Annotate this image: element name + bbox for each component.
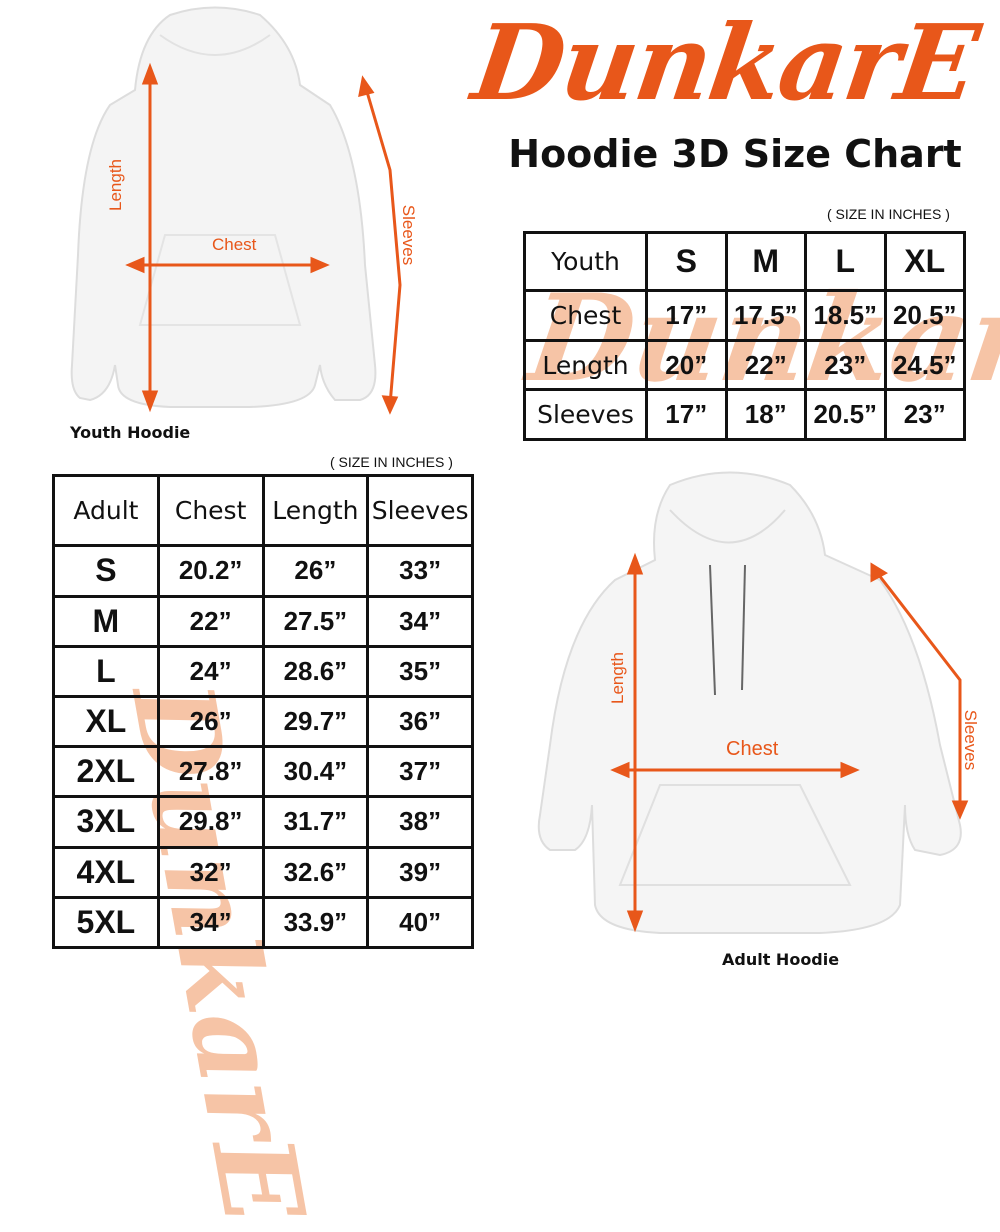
- page-title: Hoodie 3D Size Chart: [508, 132, 962, 176]
- row-label: M: [52, 594, 160, 648]
- youth-unit-note: ( SIZE IN INCHES ): [827, 206, 950, 222]
- table-row: 3XL 29.8” 31.7” 38”: [52, 795, 474, 849]
- cell: 34”: [366, 594, 474, 648]
- cell: 28.6”: [261, 644, 370, 698]
- cell: 31.7”: [261, 795, 370, 849]
- table-header-row: Adult Chest Length Sleeves: [52, 473, 474, 548]
- cell: 27.5”: [261, 594, 370, 648]
- cell: 24”: [156, 644, 265, 698]
- header-cell: Chest: [156, 473, 265, 548]
- header-cell: Sleeves: [366, 473, 474, 548]
- row-label: 3XL: [52, 795, 160, 849]
- cell: 32”: [156, 845, 265, 899]
- table-row: L 24” 28.6” 35”: [52, 644, 474, 698]
- cell: 34”: [156, 895, 265, 950]
- cell: 17.5”: [724, 289, 807, 342]
- cell: 23”: [883, 388, 966, 441]
- cell: 18.5”: [804, 289, 887, 342]
- brand-logo: DunkarE: [465, 1, 985, 124]
- cell: 17”: [645, 388, 728, 441]
- row-label: Chest: [523, 289, 648, 342]
- cell: 33.9”: [261, 895, 370, 950]
- youth-sleeves-label: Sleeves: [399, 204, 419, 266]
- adult-hoodie-caption: Adult Hoodie: [722, 950, 840, 969]
- table-row: Chest 17” 17.5” 18.5” 20.5”: [523, 289, 966, 342]
- table-row: XL 26” 29.7” 36”: [52, 694, 474, 749]
- table-row: 2XL 27.8” 30.4” 37”: [52, 745, 474, 799]
- row-label: Sleeves: [523, 388, 648, 441]
- adult-size-table: Adult Chest Length Sleeves S 20.2” 26” 33” M…: [52, 473, 474, 950]
- adult-chest-label: Chest: [726, 738, 779, 760]
- youth-length-label: Length: [106, 159, 125, 211]
- table-row: Length 20” 22” 23” 24.5”: [523, 338, 966, 392]
- row-label: S: [52, 544, 160, 598]
- table-row: 5XL 34” 33.9” 40”: [52, 895, 474, 950]
- cell: 22”: [156, 594, 265, 648]
- header-cell: Adult: [52, 473, 160, 548]
- cell: 26”: [156, 694, 265, 749]
- youth-size-table: Youth S M L XL Chest 17” 17.5” 18.5” 20.…: [523, 230, 966, 441]
- youth-chest-label: Chest: [212, 235, 257, 254]
- table-row: M 22” 27.5” 34”: [52, 594, 474, 648]
- header-cell: Length: [261, 473, 370, 548]
- cell: 36”: [366, 694, 474, 749]
- header-cell: S: [645, 230, 728, 293]
- cell: 17”: [645, 289, 728, 342]
- cell: 29.8”: [156, 795, 265, 849]
- header-cell: M: [724, 230, 807, 293]
- cell: 32.6”: [261, 845, 370, 899]
- header-cell: L: [804, 230, 887, 293]
- adult-unit-note: ( SIZE IN INCHES ): [330, 454, 453, 470]
- cell: 40”: [366, 895, 474, 950]
- adult-length-label: Length: [608, 652, 627, 704]
- row-label: XL: [52, 694, 160, 749]
- adult-hoodie-image: [537, 471, 969, 934]
- cell: 39”: [366, 845, 474, 899]
- cell: 37”: [366, 745, 474, 799]
- cell: 20.5”: [883, 289, 966, 342]
- youth-hoodie-image: [70, 6, 402, 415]
- table-row: 4XL 32” 32.6” 39”: [52, 845, 474, 899]
- row-label: L: [52, 644, 160, 698]
- cell: 27.8”: [156, 745, 265, 799]
- row-label: 2XL: [52, 745, 160, 799]
- cell: 20”: [645, 338, 728, 392]
- youth-hoodie-caption: Youth Hoodie: [70, 423, 191, 442]
- cell: 33”: [366, 544, 474, 598]
- header-cell: Youth: [523, 230, 648, 293]
- cell: 26”: [261, 544, 370, 598]
- cell: 20.5”: [804, 388, 887, 441]
- cell: 29.7”: [261, 694, 370, 749]
- row-label: 4XL: [52, 845, 160, 899]
- cell: 23”: [804, 338, 887, 392]
- cell: 30.4”: [261, 745, 370, 799]
- row-label: 5XL: [52, 895, 160, 950]
- table-row: Sleeves 17” 18” 20.5” 23”: [523, 388, 966, 441]
- table-row: S 20.2” 26” 33”: [52, 544, 474, 598]
- cell: 24.5”: [883, 338, 966, 392]
- cell: 20.2”: [156, 544, 265, 598]
- cell: 35”: [366, 644, 474, 698]
- cell: 18”: [724, 388, 807, 441]
- table-header-row: Youth S M L XL: [523, 230, 966, 293]
- cell: 38”: [366, 795, 474, 849]
- adult-sleeves-label: Sleeves: [961, 709, 981, 771]
- cell: 22”: [724, 338, 807, 392]
- header-cell: XL: [883, 230, 966, 293]
- row-label: Length: [523, 338, 648, 392]
